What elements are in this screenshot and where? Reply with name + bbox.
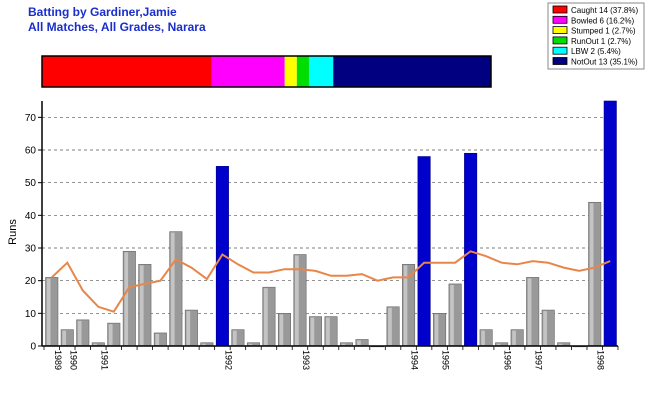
y-axis-label: Runs [7, 219, 19, 245]
y-tick-label: 30 [25, 244, 37, 255]
chart-subtitle: All Matches, All Grades, Narara [28, 20, 206, 34]
legend-entry: Bowled 6 (16.2%) [571, 16, 634, 25]
legend-entry: NotOut 13 (35.1%) [571, 58, 638, 67]
dismissal-segment [296, 56, 309, 87]
bar-highlight [357, 340, 361, 345]
legend-swatch [552, 36, 568, 45]
y-axis-ticks: 0 10 20 30 40 50 60 70 [25, 113, 42, 353]
bar-highlight [248, 343, 253, 345]
bar-highlight [341, 343, 346, 345]
bar-highlight [46, 278, 51, 345]
x-tick-label: 1993 [301, 350, 311, 370]
bar-highlight [170, 232, 175, 345]
legend-entry: Caught 14 (37.8%) [571, 6, 638, 15]
bar-highlight [543, 311, 547, 345]
grid-lines [42, 116, 618, 314]
bar-highlight [450, 284, 454, 345]
x-tick-label: 1996 [503, 350, 513, 370]
legend-entry: RunOut 1 (2.7%) [571, 37, 631, 46]
bar-highlight [201, 343, 206, 345]
dismissal-segment [333, 56, 491, 87]
bar-highlight [186, 311, 191, 345]
x-tick-label: 1995 [441, 350, 451, 370]
legend-entry: LBW 2 (5.4%) [571, 47, 621, 56]
bar-highlight [496, 343, 501, 345]
y-tick-label: 0 [30, 342, 36, 353]
dismissal-segment [42, 56, 212, 87]
bar-notout [417, 156, 431, 347]
bar-highlight [527, 278, 532, 345]
dismissal-segment [211, 56, 285, 87]
legend-entry: Stumped 1 (2.7%) [571, 27, 636, 36]
bar-highlight [481, 330, 485, 345]
dismissal-bar-border [41, 55, 492, 88]
dismissal-summary-bar [41, 55, 492, 88]
bar-highlight [139, 265, 144, 345]
bar-highlight [388, 307, 392, 345]
bar-highlight [62, 330, 67, 345]
average-line [51, 250, 611, 313]
x-tick-label: 1997 [534, 350, 544, 370]
bar-highlight [589, 203, 594, 345]
bar-notout [603, 100, 617, 347]
bar-highlight [512, 330, 516, 345]
dismissal-segment [308, 56, 334, 87]
bar-highlight [124, 252, 129, 345]
dismissal-segment [284, 56, 297, 87]
chart-title: Batting by Gardiner,Jamie [28, 5, 177, 19]
legend-swatch [552, 5, 568, 14]
legend-swatch [552, 26, 568, 35]
bar-highlight [232, 330, 237, 345]
x-axis-ticks: 1989 1990 1991 1992 1993 1994 1995 1996 1997 1998 [43, 346, 619, 370]
legend-swatch [552, 46, 568, 55]
bar-highlight [403, 265, 408, 345]
bar-highlight [77, 320, 82, 345]
bar-highlight [434, 314, 439, 345]
legend: Caught 14 (37.8%)Bowled 6 (16.2%) Stumped… [547, 2, 645, 70]
y-tick-label: 10 [25, 309, 37, 320]
bar-highlight [263, 288, 268, 345]
legend-swatch [552, 57, 568, 65]
legend-swatch [552, 15, 568, 24]
y-tick-label: 50 [25, 178, 37, 189]
bar-highlight [93, 343, 98, 345]
bar-highlight [310, 317, 315, 345]
average-polyline [51, 250, 611, 313]
x-tick-label: 1989 [53, 350, 63, 370]
y-tick-label: 60 [25, 146, 37, 157]
bar-highlight [155, 333, 160, 345]
y-tick-label: 40 [25, 211, 37, 222]
bar-highlight [279, 314, 284, 345]
x-tick-label: 1990 [68, 350, 78, 370]
bar-notout [464, 152, 478, 347]
x-tick-label: 1992 [223, 350, 233, 370]
y-tick-label: 70 [25, 113, 37, 124]
bar-highlight [326, 317, 330, 345]
x-tick-label: 1991 [99, 350, 109, 370]
bar-highlight [108, 324, 113, 345]
bar-highlight [295, 255, 299, 345]
x-tick-label: 1994 [410, 350, 420, 370]
axes [41, 101, 618, 347]
bar-highlight [558, 343, 563, 345]
x-tick-label: 1998 [596, 350, 606, 370]
y-tick-label: 20 [25, 276, 37, 287]
bar-series [45, 100, 617, 348]
